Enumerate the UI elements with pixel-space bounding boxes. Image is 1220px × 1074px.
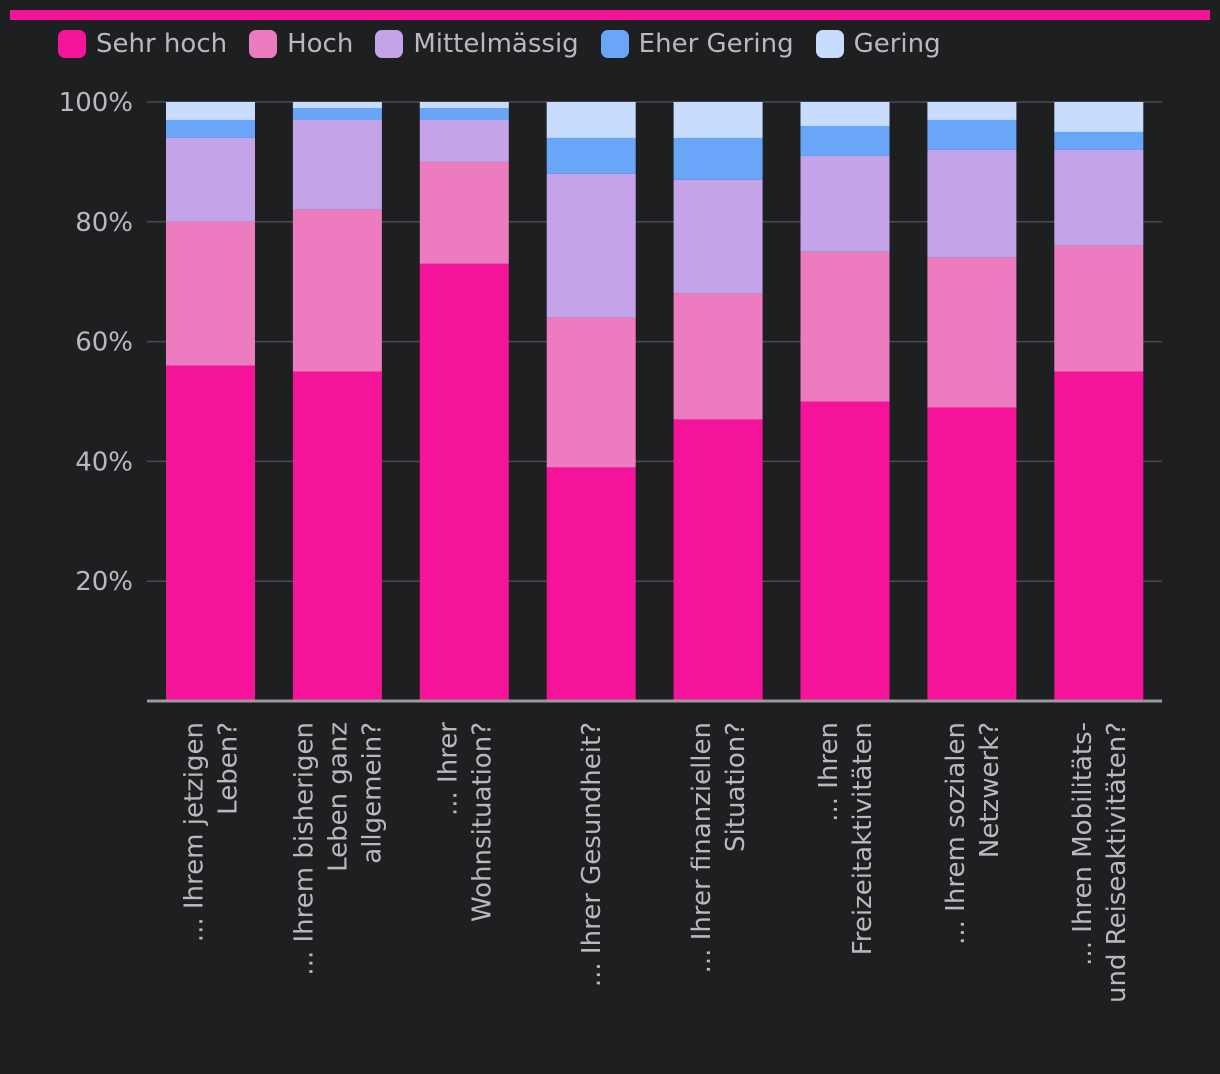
y-tick-label: 80% xyxy=(75,208,133,238)
bar-segment-mittelmässig xyxy=(546,173,636,318)
bar-segment-hoch xyxy=(1054,245,1144,372)
bar-segment-sehr-hoch xyxy=(927,407,1017,701)
bar-segment-mittelmässig xyxy=(927,149,1017,258)
legend: Sehr hoch Hoch Mittelmässig Eher Gering Geri… xyxy=(58,26,963,62)
x-tick-label-line: ... Ihrem jetzigen xyxy=(180,722,210,942)
legend-swatch xyxy=(375,30,404,58)
x-tick-label-line: ... Ihren Mobilitäts- xyxy=(1068,722,1098,966)
bar-segment-eher-gering xyxy=(419,107,509,120)
x-tick-label-line: ... Ihrer xyxy=(433,722,463,816)
bar-segment-mittelmässig xyxy=(292,119,382,210)
bar-segment-eher-gering xyxy=(927,119,1017,150)
bar-segment-eher-gering xyxy=(673,137,763,180)
bar-segment-hoch xyxy=(673,293,763,420)
x-tick-label-line: Netzwerk? xyxy=(975,722,1005,858)
x-tick-label: ... Ihren Freizeitaktivitäten xyxy=(814,722,878,955)
x-tick-label-line: Leben ganz xyxy=(323,722,353,872)
x-tick-label-line: Leben? xyxy=(214,722,244,815)
bar-segment-gering xyxy=(927,102,1017,120)
legend-label: Eher Gering xyxy=(638,29,794,59)
bar-segment-gering xyxy=(800,102,890,126)
x-tick-label-line: Situation? xyxy=(721,722,751,852)
legend-swatch xyxy=(58,30,86,58)
x-tick-label-line: Wohnsituation? xyxy=(467,722,497,922)
bar-segment-eher-gering xyxy=(1054,131,1144,150)
legend-item-3[interactable]: Eher Gering xyxy=(600,29,794,59)
x-tick-label-line: Freizeitaktivitäten xyxy=(848,722,878,955)
legend-swatch xyxy=(815,30,844,58)
bar-segment-mittelmässig xyxy=(166,137,255,222)
bar-segment-hoch xyxy=(292,209,382,372)
x-tick-label-line: ... Ihrer Gesundheit? xyxy=(577,722,607,987)
bar-segment-hoch xyxy=(546,317,636,468)
legend-item-0[interactable]: Sehr hoch xyxy=(58,29,227,59)
legend-item-1[interactable]: Hoch xyxy=(249,29,353,59)
y-tick-label: 40% xyxy=(75,447,133,477)
bar-segment-gering xyxy=(546,102,636,138)
bar-segment-sehr-hoch xyxy=(292,371,382,701)
bar-segment-gering xyxy=(673,102,763,138)
x-tick-label: ... Ihrem jetzigen Leben? xyxy=(180,722,244,942)
legend-label: Mittelmässig xyxy=(413,29,579,59)
legend-label: Hoch xyxy=(287,29,354,59)
y-tick-label: 100% xyxy=(59,88,133,118)
bar-segment-gering xyxy=(166,102,255,120)
legend-label: Sehr hoch xyxy=(96,29,228,59)
x-tick-label-line: und Reiseaktivitäten? xyxy=(1102,722,1132,1003)
bar-segment-gering xyxy=(292,102,382,108)
bar-segment-mittelmässig xyxy=(419,119,509,162)
x-tick-label: ... Ihrer Gesundheit? xyxy=(577,722,607,987)
legend-item-4[interactable]: Gering xyxy=(815,29,941,59)
legend-label: Gering xyxy=(853,29,941,59)
x-tick-label-line: ... Ihrem bisherigen xyxy=(289,722,319,976)
accent-top-bar xyxy=(10,10,1210,20)
bar-segment-sehr-hoch xyxy=(1054,371,1144,701)
x-tick-label-line: ... Ihren xyxy=(814,722,844,822)
x-tick-label: ... Ihrem sozialen Netzwerk? xyxy=(941,722,1005,945)
bar-segment-eher-gering xyxy=(292,107,382,120)
y-tick-label: 20% xyxy=(75,567,133,597)
legend-swatch xyxy=(249,30,278,58)
legend-item-2[interactable]: Mittelmässig xyxy=(375,29,579,59)
bar-segment-sehr-hoch xyxy=(419,263,509,701)
bar-segment-mittelmässig xyxy=(673,179,763,294)
bar-segment-hoch xyxy=(927,257,1017,408)
x-tick-label: ... Ihrer finanziellen Situation? xyxy=(687,722,751,973)
bar-segment-gering xyxy=(1054,102,1144,132)
bar-segment-hoch xyxy=(166,221,255,366)
bar-segment-hoch xyxy=(800,251,890,402)
bar-segment-mittelmässig xyxy=(1054,149,1144,246)
x-tick-label: ... Ihren Mobilitäts-und Reiseaktivitäte… xyxy=(1068,722,1132,1003)
bar-segment-eher-gering xyxy=(166,119,255,138)
x-tick-label-line: ... Ihrer finanziellen xyxy=(687,722,717,973)
legend-swatch xyxy=(600,30,629,58)
bar-segment-sehr-hoch xyxy=(800,401,890,701)
bar-segment-eher-gering xyxy=(546,137,636,174)
x-tick-label: ... Ihrem bisherigen Leben ganz allgemein? xyxy=(289,722,387,976)
bar-segment-eher-gering xyxy=(800,125,890,156)
x-tick-label-line: ... Ihrem sozialen xyxy=(941,722,971,945)
bar-segment-mittelmässig xyxy=(800,155,890,252)
x-tick-label-line: allgemein? xyxy=(357,722,387,864)
y-tick-label: 60% xyxy=(75,328,133,358)
x-tick-label: ... Ihrer Wohnsituation? xyxy=(433,722,497,922)
bar-segment-sehr-hoch xyxy=(166,365,255,701)
bar-segment-hoch xyxy=(419,161,509,264)
bar-segment-sehr-hoch xyxy=(673,419,763,701)
bar-segment-sehr-hoch xyxy=(546,467,636,701)
bar-segment-gering xyxy=(419,102,509,108)
